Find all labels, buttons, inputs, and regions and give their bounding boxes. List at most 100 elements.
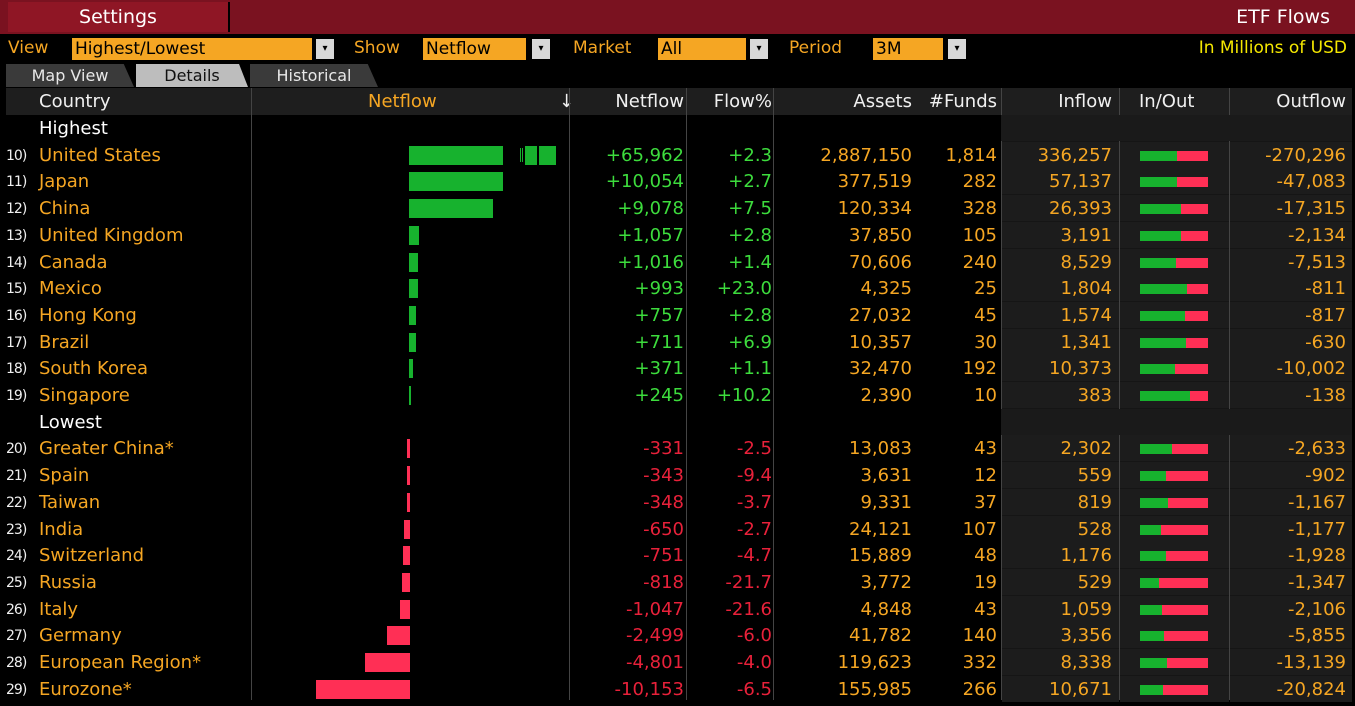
table-row[interactable]: 29) Eurozone* -10,153 -6.5 155,985 266 10,671 -… — [6, 675, 1352, 703]
table-row[interactable]: 10) United States +65,962 +2.3 2,887,150 1,81… — [6, 141, 1352, 169]
inflow-value: 3,191 — [1060, 224, 1112, 246]
country-name[interactable]: Mexico — [39, 278, 102, 300]
show-dropdown-arrow-icon[interactable]: ▾ — [532, 39, 550, 59]
table-row[interactable]: 21) Spain -343 -9.4 3,631 12 559 -902 — [6, 462, 1352, 489]
period-select[interactable]: 3M — [873, 38, 943, 60]
table-row[interactable]: 24) Switzerland -751 -4.7 15,889 48 1,176 -1,92… — [6, 542, 1352, 569]
inflow-value: 1,176 — [1060, 545, 1112, 567]
netflow-value: -2,499 — [625, 625, 684, 647]
country-name[interactable]: Singapore — [39, 385, 130, 406]
header-funds[interactable]: #Funds — [928, 91, 997, 112]
country-name[interactable]: Greater China* — [39, 438, 174, 460]
table-row[interactable]: 15) Mexico +993 +23.0 4,325 25 1,804 -811 — [6, 275, 1352, 302]
netflow-bar — [409, 386, 412, 405]
header-netflow-bar[interactable]: Netflow — [368, 91, 437, 112]
country-name[interactable]: Canada — [39, 251, 108, 273]
inflow-cell-bg — [1002, 568, 1119, 595]
outflow-share-bar — [1176, 257, 1208, 268]
outflow-value: -817 — [1305, 304, 1346, 326]
funds-value: 192 — [962, 358, 997, 380]
header-assets[interactable]: Assets — [853, 91, 912, 112]
column-divider — [569, 88, 570, 700]
inflow-share-bar — [1140, 284, 1187, 295]
table-row[interactable]: 19) Singapore +245 +10.2 2,390 10 383 -138 — [6, 382, 1352, 409]
outflow-cell-bg — [1230, 435, 1352, 462]
row-index: 16) — [6, 307, 27, 324]
inflow-share-bar — [1140, 391, 1190, 401]
header-netflow[interactable]: Netflow — [615, 91, 684, 112]
table-row[interactable]: 28) European Region* -4,801 -4.0 119,623 332 8… — [6, 649, 1352, 676]
country-name[interactable]: European Region* — [39, 652, 202, 673]
outflow-value: -138 — [1305, 385, 1346, 406]
outflow-value: -630 — [1305, 331, 1346, 353]
table-row[interactable]: 12) China +9,078 +7.5 120,334 328 26,393 -17,31… — [6, 195, 1352, 222]
table-row[interactable]: 18) South Korea +371 +1.1 32,470 192 10,373 -10… — [6, 355, 1352, 382]
table-row[interactable]: 20) Greater China* -331 -2.5 13,083 43 2,302 -2… — [6, 435, 1352, 462]
period-label: Period — [789, 38, 843, 58]
outflow-cell-bg — [1230, 195, 1352, 222]
outflow-cell-bg — [1230, 649, 1352, 675]
country-name[interactable]: Switzerland — [39, 545, 144, 567]
view-select[interactable]: Highest/Lowest — [72, 38, 312, 60]
outflow-value: -1,177 — [1287, 518, 1346, 540]
view-dropdown-arrow-icon[interactable]: ▾ — [316, 39, 334, 59]
inflow-cell-bg — [1002, 488, 1119, 515]
country-name[interactable]: Italy — [39, 598, 79, 620]
tab-historical[interactable]: Historical — [250, 64, 378, 87]
table-row[interactable]: 16) Hong Kong +757 +2.8 27,032 45 1,574 -817 — [6, 301, 1352, 329]
country-name[interactable]: China — [39, 198, 91, 220]
table-row[interactable]: 25) Russia -818 -21.7 3,772 19 529 -1,347 — [6, 568, 1352, 596]
column-divider — [251, 88, 252, 700]
funds-value: 12 — [974, 465, 997, 487]
country-name[interactable]: United Kingdom — [39, 224, 184, 246]
country-name[interactable]: South Korea — [39, 358, 149, 380]
country-name[interactable]: Russia — [39, 571, 97, 593]
market-select[interactable]: All — [658, 38, 746, 60]
period-dropdown-arrow-icon[interactable]: ▾ — [948, 39, 966, 59]
table-row[interactable]: 17) Brazil +711 +6.9 10,357 30 1,341 -630 — [6, 328, 1352, 356]
assets-value: 37,850 — [849, 224, 912, 246]
tab-map-view[interactable]: Map View — [6, 64, 134, 87]
row-index: 20) — [6, 441, 27, 458]
header-outflow[interactable]: Outflow — [1276, 91, 1346, 112]
country-name[interactable]: Hong Kong — [39, 304, 137, 326]
outflow-cell-bg — [1230, 168, 1352, 195]
table-row[interactable]: 22) Taiwan -348 -3.7 9,331 37 819 -1,167 — [6, 488, 1352, 516]
assets-value: 10,357 — [849, 331, 912, 353]
country-name[interactable]: Japan — [39, 171, 90, 193]
inflow-cell-bg — [1002, 355, 1119, 382]
header-inflow[interactable]: Inflow — [1058, 91, 1112, 112]
sort-arrow-icon[interactable]: ↓ — [559, 91, 575, 112]
header-country[interactable]: Country — [39, 91, 111, 112]
table-row[interactable]: 13) United Kingdom +1,057 +2.8 37,850 105 3,19… — [6, 221, 1352, 249]
inflow-share-bar — [1140, 150, 1177, 161]
table-row[interactable]: 26) Italy -1,047 -21.6 4,848 43 1,059 -2,106 — [6, 595, 1352, 623]
country-name[interactable]: Brazil — [39, 331, 90, 353]
inflow-cell-bg — [1002, 195, 1119, 222]
assets-value: 2,390 — [860, 385, 912, 406]
tab-details[interactable]: Details — [136, 64, 248, 87]
assets-value: 13,083 — [849, 438, 912, 460]
settings-button[interactable]: Settings — [8, 2, 230, 32]
outflow-value: -7,513 — [1287, 251, 1346, 273]
country-name[interactable]: Taiwan — [39, 491, 101, 513]
country-name[interactable]: Spain — [39, 465, 90, 487]
inflow-value: 26,393 — [1049, 198, 1112, 220]
country-name[interactable]: Eurozone* — [39, 678, 132, 700]
header-in-out[interactable]: In/Out — [1139, 91, 1195, 112]
row-index: 26) — [6, 601, 27, 618]
table-row[interactable]: 11) Japan +10,054 +2.7 377,519 282 57,137 -47,0… — [6, 168, 1352, 195]
country-name[interactable]: Germany — [39, 625, 122, 647]
netflow-bar — [403, 546, 410, 566]
table-row[interactable]: 14) Canada +1,016 +1.4 70,606 240 8,529 -7,513 — [6, 248, 1352, 276]
table-row[interactable]: 23) India -650 -2.7 24,121 107 528 -1,177 — [6, 515, 1352, 543]
market-dropdown-arrow-icon[interactable]: ▾ — [750, 39, 768, 59]
netflow-value: -10,153 — [614, 678, 684, 700]
country-name[interactable]: India — [39, 518, 84, 540]
country-name[interactable]: United States — [39, 144, 161, 166]
table-row[interactable]: 27) Germany -2,499 -6.0 41,782 140 3,356 -5,855 — [6, 622, 1352, 649]
flow-pct-value: +2.8 — [728, 224, 772, 246]
header-flow-pct[interactable]: Flow% — [713, 91, 772, 112]
show-select[interactable]: Netflow — [423, 38, 526, 60]
axis-break-icon — [520, 147, 523, 162]
